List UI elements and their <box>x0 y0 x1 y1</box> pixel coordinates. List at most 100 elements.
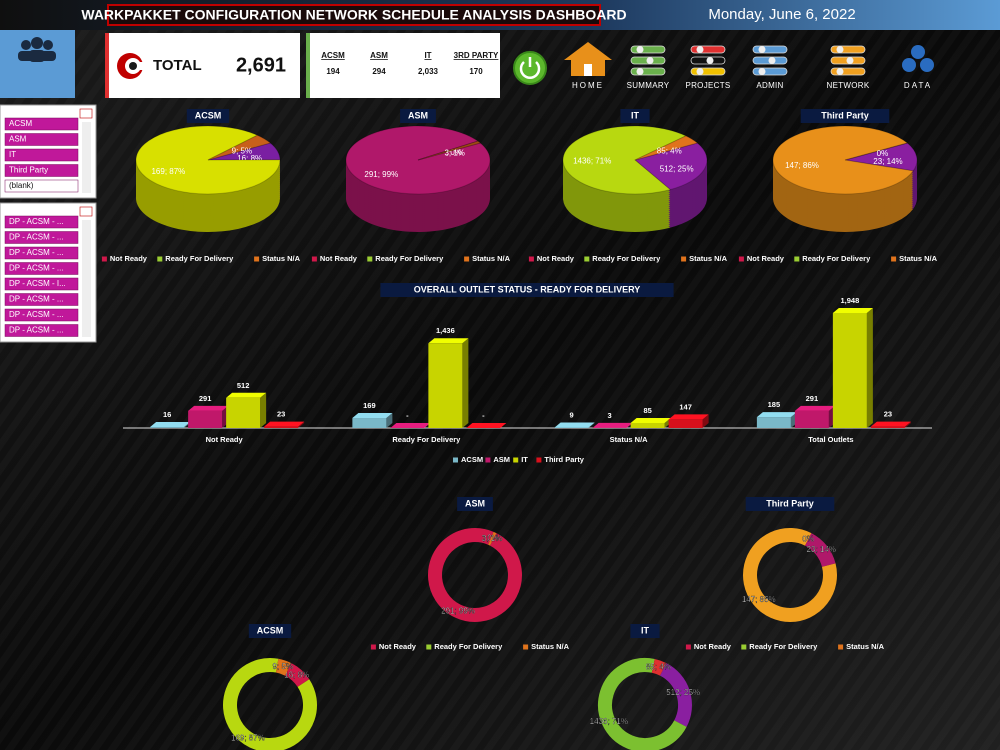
total-card-accent <box>105 33 109 98</box>
home-door <box>584 64 592 76</box>
data-label: 3 <box>608 411 612 420</box>
bar <box>794 410 829 428</box>
pie-slice <box>844 142 918 172</box>
legend-swatch <box>536 457 542 463</box>
breakdown-header: IT <box>424 51 431 60</box>
chart-title: ACSM <box>195 110 222 120</box>
pie-slice <box>417 140 482 161</box>
slicer-item[interactable] <box>4 133 79 146</box>
slicer-item[interactable] <box>4 293 79 306</box>
donut-segment <box>659 663 692 727</box>
bar-top <box>428 338 469 344</box>
breakdown-header: ASM <box>370 51 388 60</box>
pie-chart: Third Party 23; 14% 147; 86% 0% Not Ready Rea… <box>738 109 938 263</box>
slicer-item-label: DP - ACSM - I... <box>9 279 66 288</box>
legend-swatch <box>367 256 373 262</box>
power-button[interactable] <box>513 51 547 85</box>
bar-top <box>832 308 873 313</box>
nav-button[interactable]: HOME <box>564 42 612 90</box>
nav-button[interactable]: SUMMARY <box>627 45 670 90</box>
pie-chart: ACSM 16; 8% 169; 87% 9; 5% Not Ready Ready Fo… <box>101 109 301 263</box>
bar-side <box>904 421 911 428</box>
bar <box>264 426 299 428</box>
slicer-item[interactable] <box>4 148 79 162</box>
chart-title-box <box>400 109 436 123</box>
bar-top <box>794 405 835 411</box>
dashboard-title: WARKPAKKET CONFIGURATION NETWORK SCHEDUL… <box>81 7 626 23</box>
data-label: 85; 4% <box>657 147 682 156</box>
chart-title-box <box>800 109 890 123</box>
legend-label: Status N/A <box>689 254 728 263</box>
data-label: 0% <box>802 534 814 543</box>
data-label: 16; 8% <box>237 154 262 163</box>
slicer-item-label: IT <box>9 150 16 159</box>
bar-top <box>150 422 191 428</box>
legend-swatch <box>370 644 376 650</box>
nav-button[interactable]: DATA <box>902 45 934 90</box>
slicer-item[interactable] <box>4 164 79 177</box>
legend-label: IT <box>521 455 528 464</box>
slicer-item[interactable] <box>4 231 79 244</box>
bar-side <box>588 422 595 428</box>
date: Monday, June 6, 2022 <box>708 6 855 23</box>
bar-top <box>264 421 305 427</box>
data-label: 1,436 <box>436 326 455 335</box>
legend-label: Not Ready <box>694 642 732 651</box>
data-label: - <box>406 411 409 420</box>
x-tick-label: Total Outlets <box>808 435 853 444</box>
data-label: 9 <box>570 410 574 419</box>
menu-knob <box>846 57 854 64</box>
bar <box>554 427 589 428</box>
slicer-item-label: DP - ACSM - ... <box>9 217 64 226</box>
slicer-item[interactable] <box>4 117 79 131</box>
slicer-item-label: ACSM <box>9 119 32 128</box>
data-label: 291; 99% <box>441 606 475 615</box>
slicer-item[interactable] <box>4 246 79 260</box>
slicer-item[interactable] <box>4 262 79 275</box>
donut-segment <box>223 658 317 750</box>
nav-label: HOME <box>572 81 604 90</box>
breakdown-header: 3RD PARTY <box>454 51 499 60</box>
data-label: 9; 5% <box>232 146 252 155</box>
slicer-item[interactable] <box>4 215 79 229</box>
breakdown-card <box>306 33 500 98</box>
slicer-item[interactable] <box>4 179 79 193</box>
data-label: ; 0% <box>483 533 499 542</box>
nav-label: SUMMARY <box>627 81 670 90</box>
nav-label: DATA <box>904 81 932 90</box>
menu-knob <box>636 46 644 53</box>
slicer: DP - ACSM - ... DP - ACSM - ... DP - ACSM … <box>0 202 97 343</box>
nav-button[interactable]: NETWORK <box>827 45 870 90</box>
legend-label: Ready For Delivery <box>749 642 818 651</box>
pie-slice <box>345 125 491 195</box>
data-label: 1436; 71% <box>590 717 628 726</box>
legend-swatch <box>513 457 519 463</box>
menu-bar <box>630 45 666 54</box>
bar <box>630 422 665 428</box>
bar <box>668 419 703 428</box>
nav-button[interactable]: PROJECTS <box>685 45 730 90</box>
total-value: 2,691 <box>236 54 286 76</box>
legend-label: Ready For Delivery <box>375 254 444 263</box>
pie-slice <box>634 135 699 161</box>
data-label: 291; 99% <box>364 170 398 179</box>
slicer-item[interactable] <box>4 277 79 291</box>
slicer-item[interactable] <box>4 308 79 322</box>
pie-slice <box>562 125 688 195</box>
slicer-item[interactable] <box>4 324 79 337</box>
nav-button[interactable]: ADMIN <box>752 45 788 90</box>
legend-label: Not Ready <box>747 254 785 263</box>
donut-segment <box>284 663 310 688</box>
slicer-item-label: DP - ACSM - ... <box>9 295 64 304</box>
pie-slice <box>772 125 915 195</box>
legend-swatch <box>738 256 744 262</box>
clear-filter[interactable] <box>79 108 93 119</box>
slicer-item-label: DP - ACSM - ... <box>9 264 64 273</box>
slicer-item-label: ASM <box>9 135 27 144</box>
slicer-item-label: (blank) <box>9 181 34 190</box>
slicer-item-label: DP - ACSM - ... <box>9 310 64 319</box>
data-label: 147 <box>679 402 692 411</box>
legend-swatch <box>741 644 747 650</box>
clear-filter[interactable] <box>79 206 93 217</box>
